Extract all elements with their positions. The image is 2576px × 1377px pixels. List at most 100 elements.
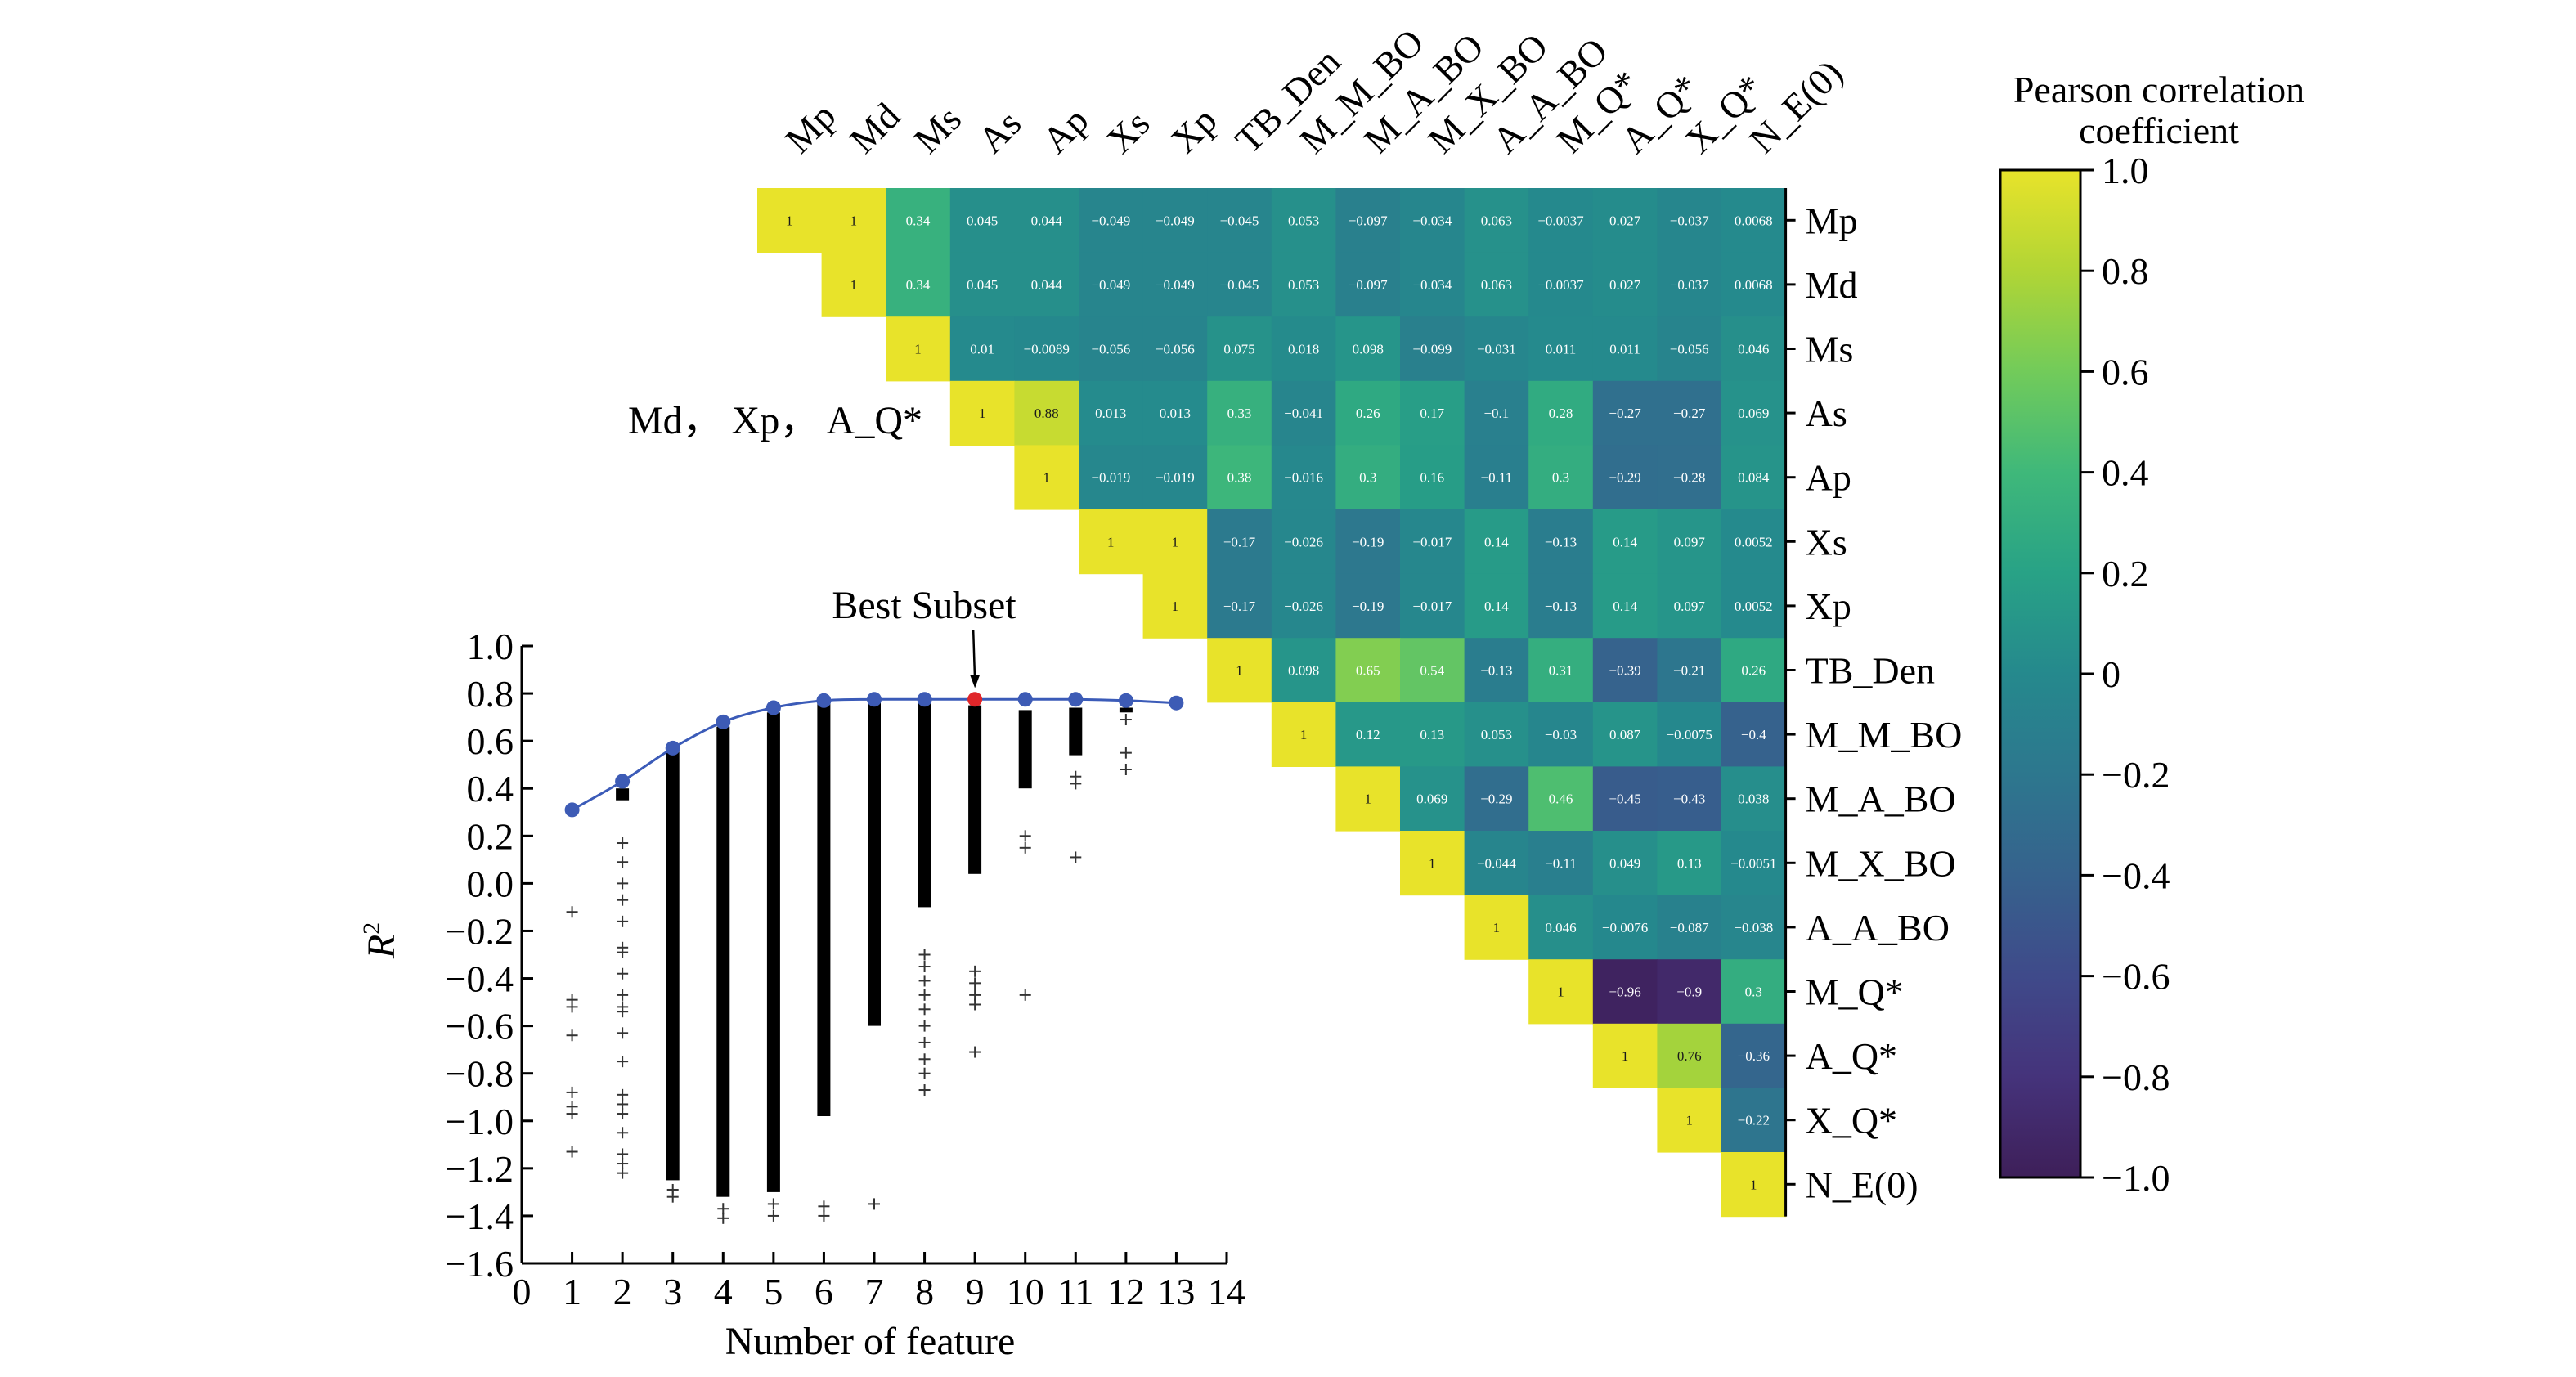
heatmap-cell-value: 0.0068 bbox=[1735, 213, 1773, 228]
heatmap-cell-value: 0.13 bbox=[1420, 727, 1444, 742]
best-score-point bbox=[765, 700, 781, 715]
heatmap-cell-value: −0.0076 bbox=[1602, 920, 1648, 935]
heatmap-cell bbox=[821, 252, 886, 317]
row-label-xs: Xs bbox=[1806, 521, 1847, 563]
heatmap-cell bbox=[1400, 188, 1465, 253]
heatmap-cell-value: 1 bbox=[1750, 1177, 1757, 1192]
heatmap-cell-value: 0.013 bbox=[1095, 406, 1126, 421]
heatmap-cell-value: −0.36 bbox=[1738, 1048, 1770, 1064]
heatmap-cell bbox=[1657, 188, 1722, 253]
heatmap-cell-value: 0.65 bbox=[1356, 663, 1380, 679]
heatmap-cell bbox=[1335, 702, 1401, 767]
heatmap-cell-value: −0.19 bbox=[1352, 534, 1384, 549]
heatmap-cell-value: 0.26 bbox=[1356, 406, 1380, 421]
heatmap-cell bbox=[1592, 445, 1658, 510]
heatmap-cell-value: 0.0052 bbox=[1735, 534, 1773, 549]
x-tick-label: 5 bbox=[764, 1271, 783, 1312]
heatmap-cell-value: −0.45 bbox=[1609, 792, 1640, 807]
heatmap-cell bbox=[1592, 702, 1658, 767]
heatmap-cell-value: 0.044 bbox=[1031, 213, 1063, 228]
heatmap-cell bbox=[1207, 638, 1272, 703]
heatmap-cell bbox=[1014, 316, 1079, 382]
best-subset-arrow bbox=[972, 629, 976, 682]
heatmap-cell-value: 0.053 bbox=[1481, 727, 1512, 742]
x-tick-label: 2 bbox=[613, 1271, 632, 1312]
heatmap-cell bbox=[1271, 638, 1336, 703]
trial-point bbox=[1019, 989, 1031, 1001]
heatmap-cell-value: 0.34 bbox=[906, 277, 931, 293]
heatmap-cell bbox=[1271, 380, 1336, 446]
heatmap-cell bbox=[1528, 188, 1594, 253]
heatmap-cell bbox=[1400, 445, 1465, 510]
heatmap-cell-value: −0.099 bbox=[1412, 342, 1452, 357]
trial-point bbox=[918, 1036, 931, 1048]
trial-point bbox=[1019, 841, 1031, 854]
column-label-xp: Xp bbox=[1163, 99, 1225, 161]
heatmap-cell bbox=[1657, 766, 1722, 832]
heatmap-cell-value: 0.069 bbox=[1738, 406, 1769, 421]
heatmap-cell-value: −0.29 bbox=[1480, 792, 1512, 807]
heatmap-cell-value: 1 bbox=[1107, 534, 1115, 549]
heatmap-cell-value: 0.01 bbox=[970, 342, 994, 357]
y-tick-label: 1.0 bbox=[467, 626, 514, 667]
heatmap-cell bbox=[886, 188, 951, 253]
heatmap-cell bbox=[1335, 573, 1401, 639]
heatmap-cell-value: 0.3 bbox=[1745, 985, 1762, 1000]
heatmap-cell bbox=[1592, 316, 1658, 382]
row-label-xp: Xp bbox=[1806, 585, 1851, 627]
trial-column-dense bbox=[817, 702, 831, 1116]
heatmap-cell-value: 0.069 bbox=[1416, 792, 1447, 807]
best-score-point bbox=[564, 802, 580, 818]
heatmap-cell-value: −0.0037 bbox=[1537, 213, 1584, 228]
heatmap-cell bbox=[1335, 445, 1401, 510]
heatmap-cell bbox=[1335, 252, 1401, 317]
x-tick-label: 11 bbox=[1057, 1271, 1093, 1312]
heatmap-cell bbox=[1592, 509, 1658, 575]
trial-point bbox=[617, 894, 629, 906]
heatmap-cell-value: −0.96 bbox=[1609, 985, 1640, 1000]
heatmap-cell bbox=[1528, 702, 1594, 767]
heatmap-cell bbox=[1592, 573, 1658, 639]
heatmap-cell-value: 1 bbox=[1429, 855, 1436, 871]
heatmap-cell-value: −0.049 bbox=[1156, 213, 1195, 228]
heatmap-cell-value: −0.4 bbox=[1741, 727, 1766, 742]
trial-point bbox=[617, 1056, 629, 1068]
x-tick-label: 8 bbox=[915, 1271, 934, 1312]
x-tick-label: 3 bbox=[663, 1271, 682, 1312]
heatmap-cell bbox=[1528, 252, 1594, 317]
trial-column-dense bbox=[616, 788, 630, 801]
heatmap-cell-value: 0.011 bbox=[1609, 342, 1640, 357]
heatmap-cell bbox=[1721, 831, 1787, 896]
heatmap-cell-value: 0.34 bbox=[906, 213, 931, 228]
heatmap-cell-value: −0.087 bbox=[1670, 920, 1709, 935]
x-tick-label: 13 bbox=[1157, 1271, 1195, 1312]
trial-point bbox=[617, 877, 629, 890]
heatmap-cell-value: 0.053 bbox=[1288, 277, 1319, 293]
heatmap-cell-value: 0.26 bbox=[1741, 663, 1766, 679]
heatmap-cell-value: 0.063 bbox=[1481, 213, 1512, 228]
heatmap-cell bbox=[1271, 445, 1336, 510]
heatmap-cell bbox=[1335, 316, 1401, 382]
heatmap-cell bbox=[1207, 445, 1272, 510]
heatmap-cell bbox=[1014, 252, 1079, 317]
heatmap-cell bbox=[1335, 766, 1401, 832]
y-tick-label: 0.4 bbox=[467, 768, 514, 810]
heatmap-cell bbox=[1464, 766, 1529, 832]
colorbar-tick-label: −0.4 bbox=[2102, 854, 2170, 896]
row-label-as: As bbox=[1806, 392, 1847, 434]
heatmap-cell-value: −0.11 bbox=[1545, 855, 1577, 871]
colorbar-tick-label: 1.0 bbox=[2102, 150, 2149, 191]
heatmap-cell bbox=[1657, 895, 1722, 960]
colorbar-ticks: 1.0 0.8 0.6 0.4 0.2 0 −0.2 −0.4 −0.6 −0.8 −1.0 bbox=[2080, 150, 2170, 1199]
heatmap-cell bbox=[949, 316, 1015, 382]
heatmap-cell bbox=[1528, 316, 1594, 382]
trial-point bbox=[918, 1084, 931, 1097]
colorbar-tick-label: −0.6 bbox=[2102, 956, 2170, 998]
trial-point bbox=[617, 967, 629, 980]
heatmap-cell bbox=[1657, 380, 1722, 446]
heatmap-cell-value: −0.39 bbox=[1609, 663, 1640, 679]
row-label-x-q-star: X_Q* bbox=[1806, 1100, 1897, 1142]
heatmap-cell bbox=[1657, 702, 1722, 767]
trial-point bbox=[969, 977, 981, 989]
